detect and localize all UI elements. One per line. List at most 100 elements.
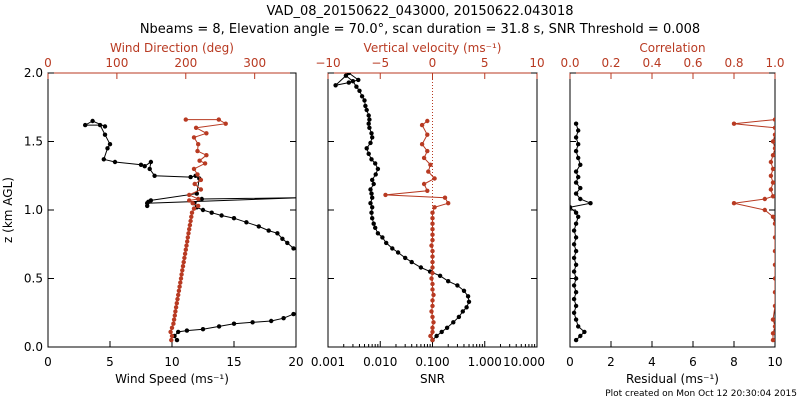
data-point: [187, 198, 192, 203]
data-point: [578, 162, 583, 167]
data-point: [366, 151, 371, 156]
data-point: [772, 303, 775, 309]
data-point: [176, 292, 181, 298]
data-point: [83, 122, 88, 128]
data-point: [384, 240, 389, 246]
data-point: [231, 216, 237, 221]
panels-group: 0 5 10 15 200 100 200 3000.00.51.01.52.0z (km A…: [1, 41, 785, 386]
data-point: [772, 262, 775, 267]
data-point: [192, 181, 197, 187]
data-point: [186, 231, 191, 236]
data-point: [300, 196, 304, 200]
data-point: [380, 235, 385, 240]
top-tick-label: 1.0: [765, 56, 784, 70]
data-point: [418, 265, 424, 270]
data-point: [383, 192, 388, 198]
data-point: [199, 196, 204, 202]
data-point: [362, 98, 367, 103]
data-point: [177, 284, 182, 289]
data-point: [582, 329, 587, 335]
data-point: [204, 153, 209, 158]
data-point: [191, 206, 197, 211]
data-point: [430, 227, 435, 232]
data-point: [395, 250, 401, 255]
bottom-tick-label: 0.010: [363, 355, 397, 369]
data-point: [178, 276, 184, 281]
data-point: [430, 237, 435, 243]
data-point: [375, 166, 381, 172]
data-point: [182, 251, 188, 256]
data-point: [390, 246, 395, 251]
bottom-tick-label: 6: [689, 355, 697, 369]
data-point: [178, 280, 183, 285]
bottom-tick-label: 20: [288, 355, 303, 369]
data-point: [191, 166, 197, 172]
data-point: [571, 296, 577, 302]
data-point: [102, 124, 108, 129]
data-point: [431, 320, 436, 325]
figure-title-line2: Nbeams = 8, Elevation angle = 70.0°, sca…: [140, 22, 700, 37]
data-point: [300, 308, 304, 312]
data-point: [772, 248, 775, 254]
top-tick-label: −5: [371, 56, 389, 70]
data-point: [428, 333, 433, 339]
data-point: [772, 290, 775, 295]
data-point: [770, 166, 775, 172]
data-point: [573, 317, 579, 322]
data-point: [196, 142, 201, 147]
data-point: [188, 218, 193, 224]
data-point: [731, 201, 737, 206]
data-point: [772, 146, 775, 151]
data-point: [403, 255, 408, 261]
data-point: [250, 320, 255, 325]
data-point: [573, 148, 579, 154]
data-point: [369, 191, 374, 196]
data-point: [366, 113, 371, 118]
data-point: [223, 121, 228, 126]
bottom-tick-label: 8: [730, 355, 738, 369]
top-tick-label: 0.2: [601, 56, 620, 70]
data-point: [195, 148, 200, 154]
data-point: [573, 121, 579, 126]
data-point: [256, 224, 261, 229]
data-point: [90, 118, 95, 124]
data-point: [363, 103, 368, 109]
top-tick-label: 0: [44, 56, 52, 70]
data-point: [571, 242, 577, 247]
data-point: [430, 329, 435, 335]
series-1: [333, 73, 472, 343]
data-point: [573, 303, 579, 309]
data-point: [576, 324, 581, 329]
data-point: [280, 236, 285, 241]
series-line: [733, 119, 775, 341]
data-point: [187, 192, 192, 198]
data-point: [169, 325, 175, 330]
series-line: [385, 120, 449, 341]
data-point: [426, 169, 431, 174]
data-point: [147, 166, 152, 172]
data-point: [430, 337, 435, 343]
data-point: [430, 221, 435, 226]
data-point: [198, 177, 204, 183]
data-point: [356, 77, 361, 83]
data-point: [152, 173, 157, 178]
data-point: [187, 222, 193, 228]
data-point: [430, 303, 435, 309]
bottom-tick-label: 0: [44, 355, 52, 369]
data-point: [371, 181, 376, 187]
data-point: [101, 157, 107, 162]
data-point: [465, 294, 471, 299]
data-point: [367, 125, 372, 130]
data-point: [194, 191, 199, 196]
data-point: [573, 290, 579, 295]
data-point: [216, 324, 222, 329]
data-point: [102, 132, 108, 137]
data-point: [200, 207, 206, 213]
data-point: [173, 309, 178, 314]
series-1: [83, 118, 304, 343]
data-point: [350, 79, 356, 84]
data-point: [461, 288, 467, 293]
data-point: [430, 259, 435, 265]
data-point: [430, 254, 435, 259]
